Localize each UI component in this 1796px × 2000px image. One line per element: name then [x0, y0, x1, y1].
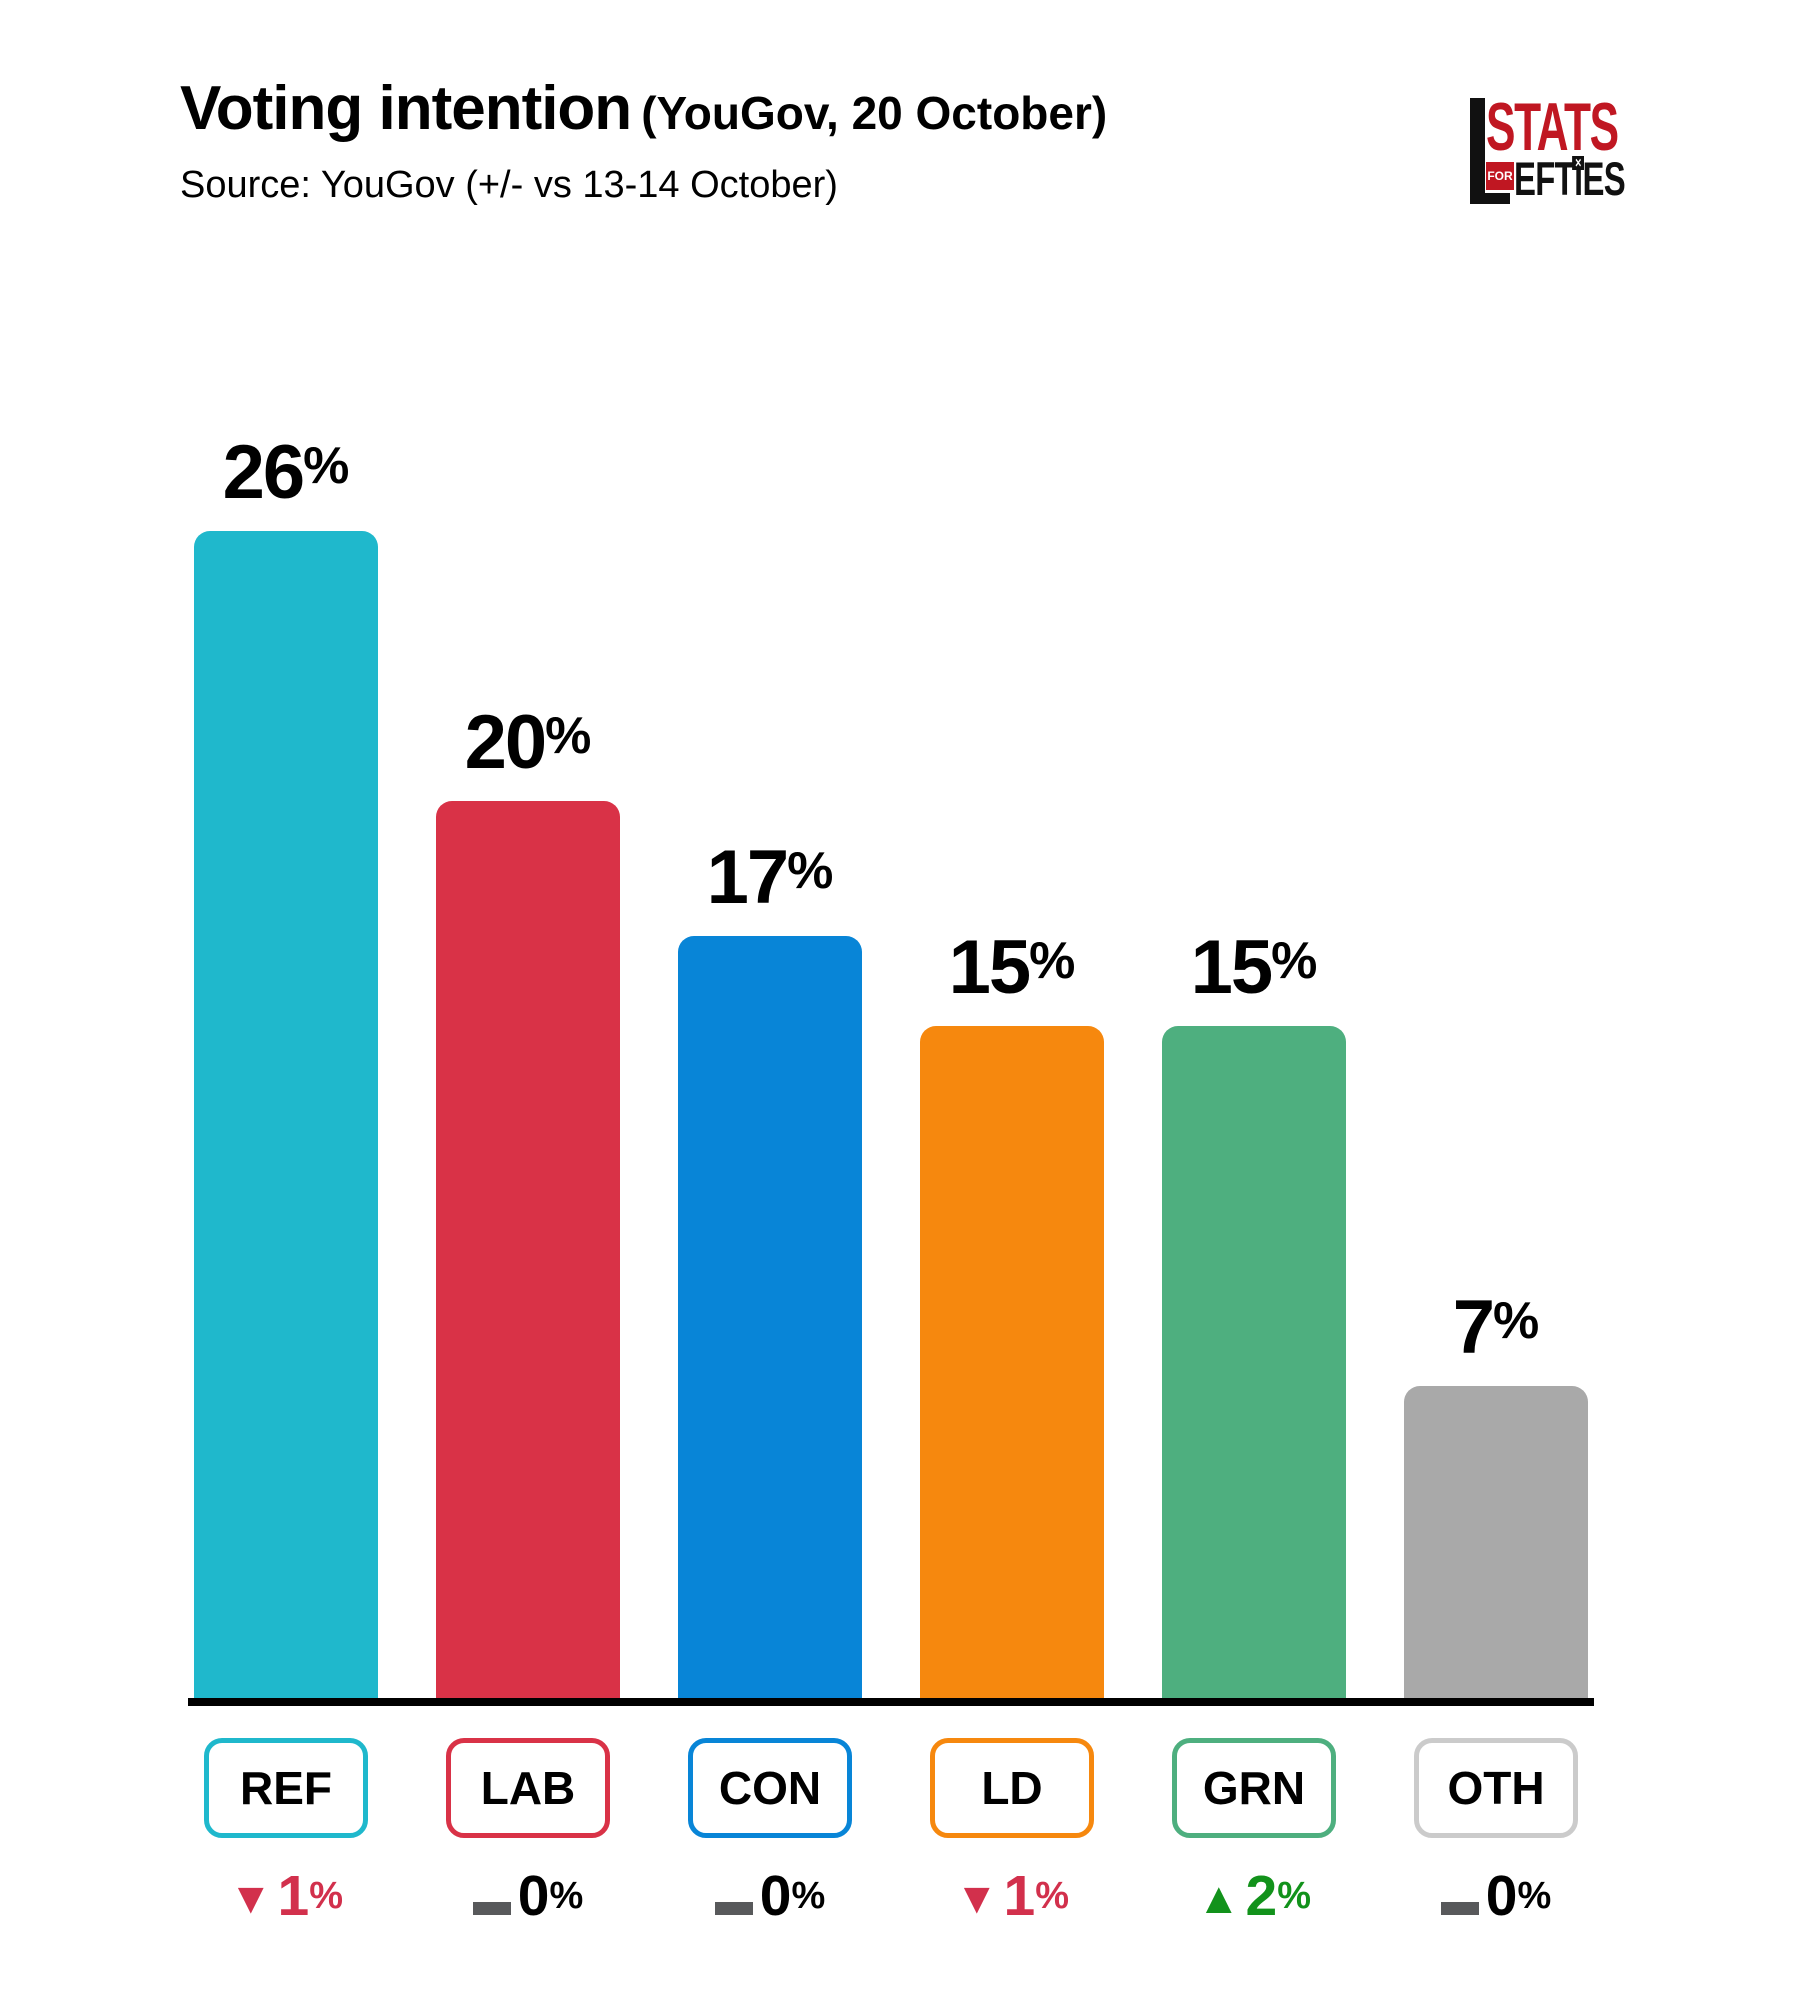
- party-box-cell: CON: [678, 1738, 862, 1838]
- chart-header: Voting intention (YouGov, 20 October) Sou…: [180, 78, 1107, 206]
- party-label-box: GRN: [1172, 1738, 1336, 1838]
- bar-value-label: 15%: [1191, 930, 1318, 1006]
- bar: [678, 936, 862, 1701]
- bar-column: 7%: [1404, 1290, 1588, 1701]
- logo-l-stem: [1470, 98, 1485, 204]
- logo-for-text: FOR: [1487, 169, 1513, 183]
- party-label: REF: [240, 1762, 332, 1814]
- party-box-cell: REF: [194, 1738, 378, 1838]
- bar-value-label: 26%: [223, 435, 350, 511]
- bar: [1162, 1026, 1346, 1701]
- bar-column: 26%: [194, 435, 378, 1701]
- bar-value-percent-sign: %: [1493, 1292, 1540, 1350]
- stats-for-lefties-logo: STATS FOR EFT ✕ ıES: [1470, 93, 1645, 205]
- bar-value-label: 7%: [1453, 1290, 1540, 1366]
- bar-value-percent-sign: %: [1271, 932, 1318, 990]
- ballot-x-icon: ✕: [1574, 156, 1582, 170]
- bar-value-number: 15: [948, 925, 1032, 1010]
- party-label: OTH: [1447, 1762, 1545, 1814]
- party-box-cell: OTH: [1404, 1738, 1588, 1838]
- change-percent-sign: %: [791, 1875, 826, 1917]
- bar-value-number: 20: [464, 700, 548, 785]
- ballot-box-icon: ✕: [1571, 156, 1584, 170]
- change-indicator: ▼ 1 %: [920, 1868, 1104, 1930]
- logo-l-foot: [1470, 193, 1510, 204]
- change-percent-sign: %: [1517, 1875, 1552, 1917]
- bar-column: 15%: [920, 930, 1104, 1701]
- bar-value-label: 20%: [465, 705, 592, 781]
- bar-column: 17%: [678, 840, 862, 1701]
- bar-value-percent-sign: %: [303, 437, 350, 495]
- bar: [1404, 1386, 1588, 1701]
- logo-efties-post: ES: [1582, 152, 1625, 205]
- change-value: 0: [759, 1864, 792, 1928]
- party-label: GRN: [1202, 1762, 1306, 1814]
- page-title-suffix: (YouGov, 20 October): [641, 87, 1108, 139]
- chart-source: Source: YouGov (+/- vs 13-14 October): [180, 164, 838, 206]
- logo-ballot-i: ✕ ı: [1571, 152, 1584, 205]
- bar-value-number: 15: [1190, 925, 1274, 1010]
- changes-row: ▼ 1 % 0 % 0 % ▼ 1 % ▲ 2 % 0 %: [194, 1868, 1588, 1930]
- change-percent-sign: %: [1277, 1875, 1312, 1917]
- party-label-box: REF: [204, 1738, 368, 1838]
- party-box-cell: GRN: [1162, 1738, 1346, 1838]
- change-percent-sign: %: [309, 1875, 344, 1917]
- no-change-dash-icon: [472, 1902, 511, 1915]
- bar-value-percent-sign: %: [787, 842, 834, 900]
- bar-value-percent-sign: %: [1029, 932, 1076, 990]
- party-label-box: LD: [930, 1738, 1094, 1838]
- logo-for-box: FOR: [1486, 162, 1514, 190]
- party-label: CON: [718, 1762, 822, 1814]
- party-label-box: LAB: [446, 1738, 610, 1838]
- change-indicator: ▼ 1 %: [194, 1868, 378, 1930]
- party-label: LAB: [480, 1762, 576, 1814]
- change-value: 0: [517, 1864, 550, 1928]
- bar-column: 20%: [436, 705, 620, 1701]
- change-arrow-icon: ▲: [1196, 1874, 1241, 1923]
- bar-value-label: 15%: [949, 930, 1076, 1006]
- logo-efties-i: ı: [1574, 152, 1583, 205]
- change-indicator: 0 %: [436, 1868, 620, 1930]
- bar: [436, 801, 620, 1701]
- party-label-box: CON: [688, 1738, 852, 1838]
- change-value: 1: [1003, 1864, 1036, 1928]
- bar-value-label: 17%: [707, 840, 834, 916]
- change-indicator: 0 %: [1404, 1868, 1588, 1930]
- change-indicator: 0 %: [678, 1868, 862, 1930]
- bar-column: 15%: [1162, 930, 1346, 1701]
- change-value: 1: [277, 1864, 310, 1928]
- bar-value-number: 17: [706, 835, 790, 920]
- logo-efties-text: EFT ✕ ıES: [1514, 152, 1626, 205]
- party-box-cell: LD: [920, 1738, 1104, 1838]
- bar-value-percent-sign: %: [545, 707, 592, 765]
- party-box-cell: LAB: [436, 1738, 620, 1838]
- change-value: 0: [1485, 1864, 1518, 1928]
- change-percent-sign: %: [1035, 1875, 1070, 1917]
- party-label: LD: [981, 1762, 1043, 1814]
- logo-stats-text: STATS: [1486, 89, 1619, 165]
- change-percent-sign: %: [549, 1875, 584, 1917]
- party-label-box: OTH: [1414, 1738, 1578, 1838]
- x-axis-line: [188, 1698, 1594, 1706]
- page-title-main: Voting intention: [180, 74, 632, 143]
- bars-row: 26% 20% 17% 15% 15% 7%: [194, 0, 1588, 1701]
- bar: [920, 1026, 1104, 1701]
- logo-efties-pre: EFT: [1514, 152, 1575, 205]
- change-arrow-icon: ▼: [954, 1874, 999, 1923]
- bar-value-number: 26: [222, 430, 306, 515]
- bar-value-number: 7: [1452, 1285, 1495, 1370]
- change-value: 2: [1245, 1864, 1278, 1928]
- party-labels-row: REF LAB CON LD GRN OTH: [194, 1738, 1588, 1838]
- no-change-dash-icon: [714, 1902, 753, 1915]
- page-title: Voting intention (YouGov, 20 October): [180, 78, 1107, 140]
- change-arrow-icon: ▼: [228, 1874, 273, 1923]
- no-change-dash-icon: [1440, 1902, 1479, 1915]
- bar: [194, 531, 378, 1701]
- change-indicator: ▲ 2 %: [1162, 1868, 1346, 1930]
